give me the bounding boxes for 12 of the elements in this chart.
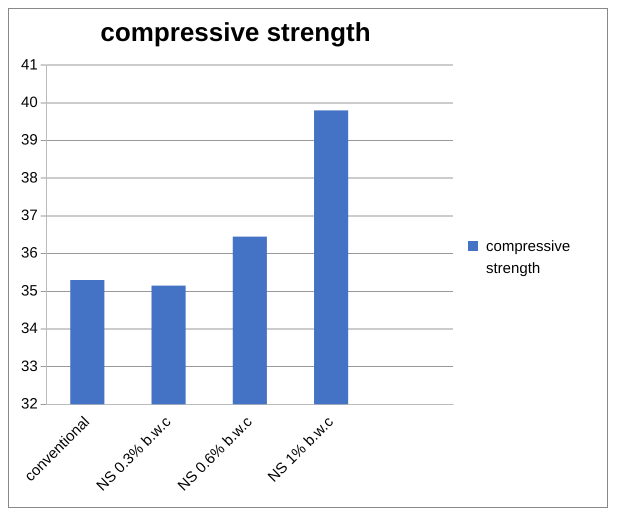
y-tick-label: 34 [20, 320, 38, 338]
y-tick-label: 32 [20, 395, 38, 412]
y-tick-label: 37 [20, 207, 38, 224]
y-tick-label: 35 [20, 282, 38, 300]
y-tick-label: 36 [20, 244, 38, 262]
y-tick-label: 38 [20, 169, 38, 186]
y-tick-label: 39 [20, 132, 38, 149]
y-tick-label: 40 [20, 94, 38, 112]
y-tick-label: 33 [20, 358, 38, 375]
legend-label: compressive strength [486, 237, 572, 279]
chart-title: compressive strength [100, 16, 371, 47]
y-tick-label: 41 [20, 56, 38, 74]
